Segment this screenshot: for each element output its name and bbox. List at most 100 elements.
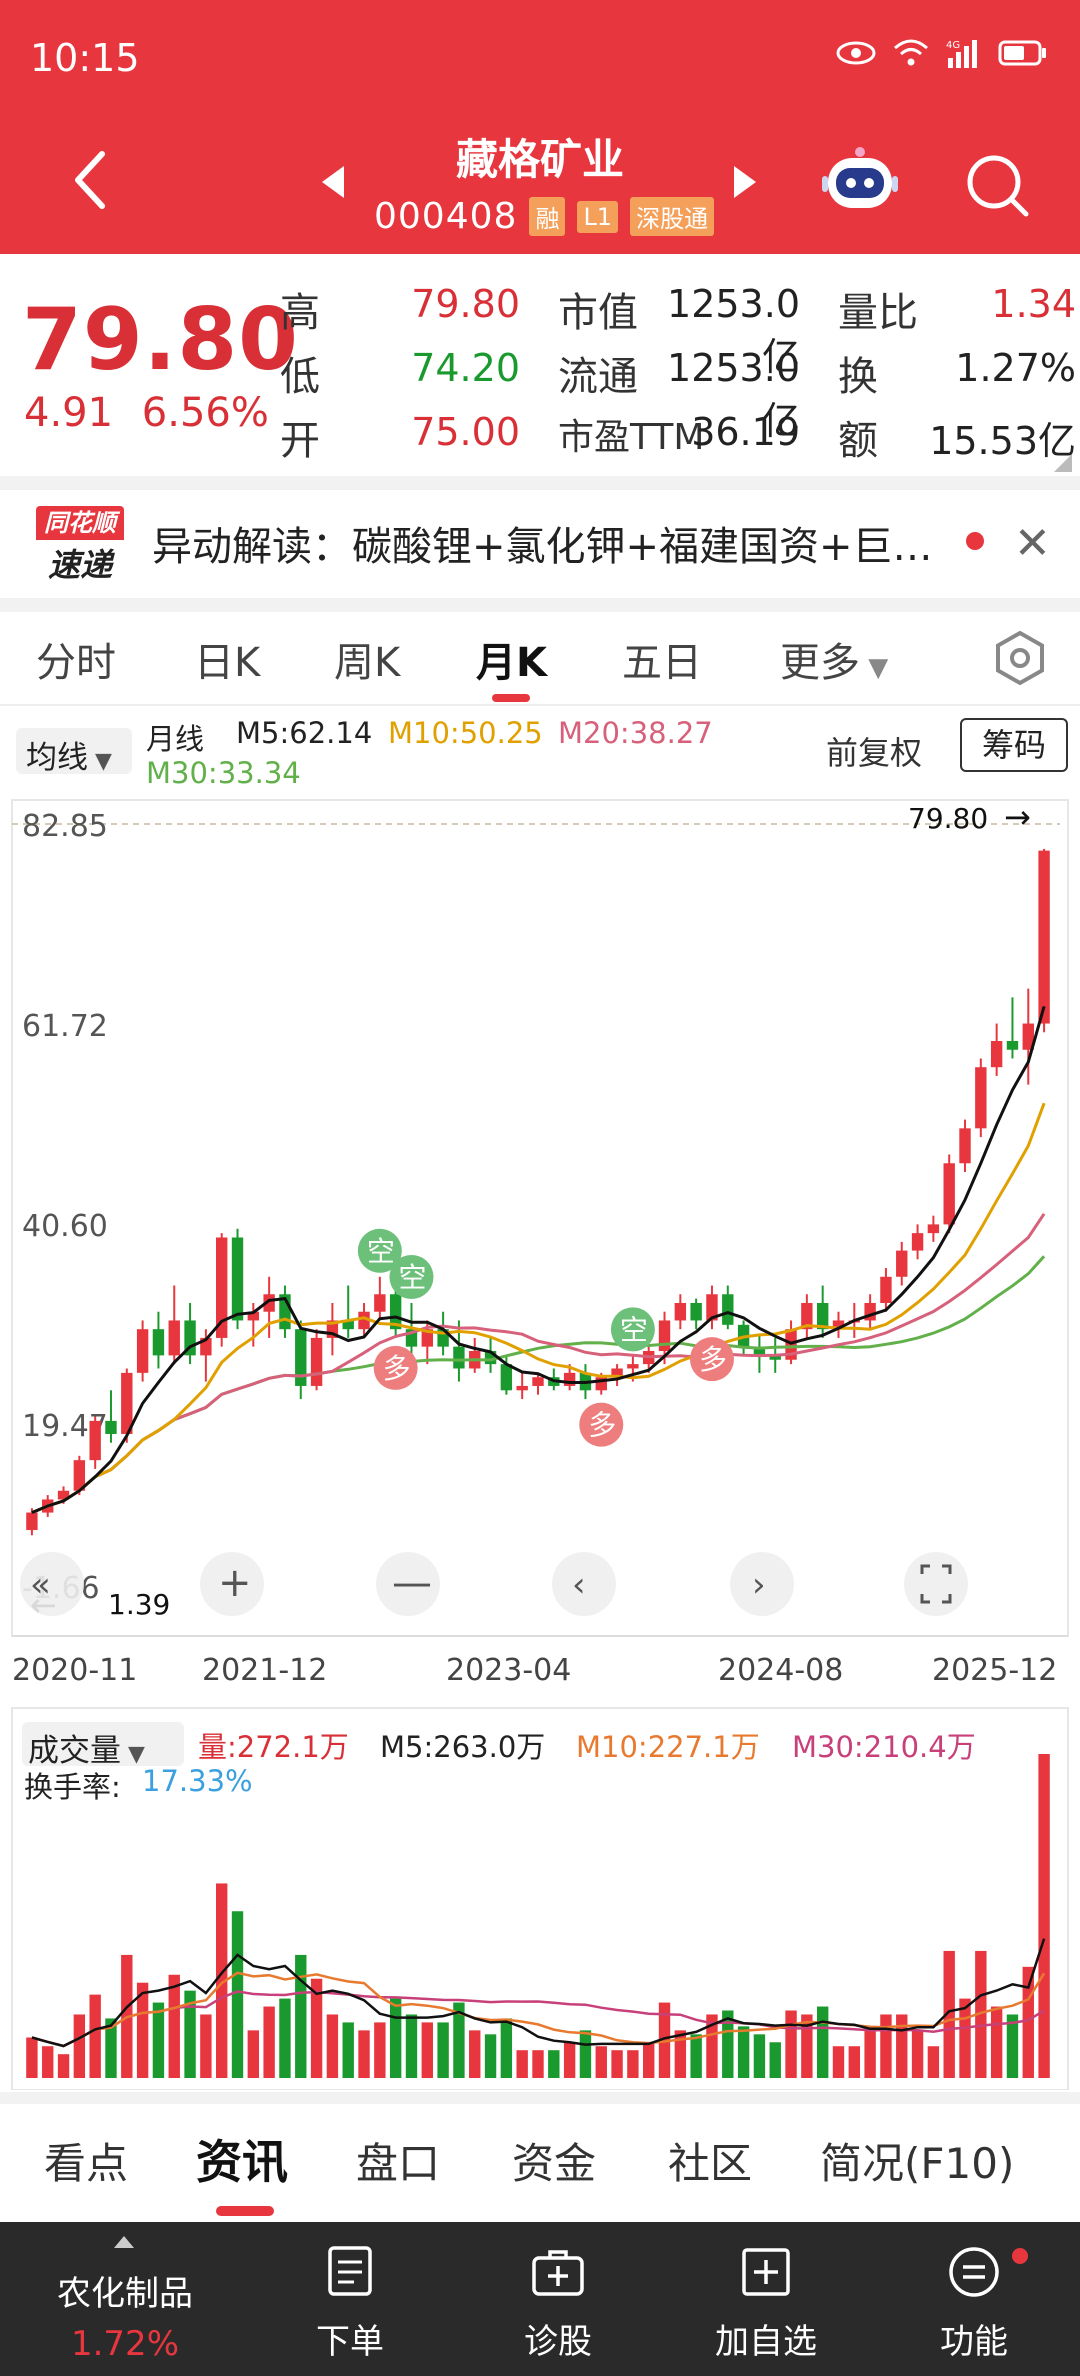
short-signal-marker[interactable] — [357, 1228, 402, 1273]
sector-change: 1.72% — [70, 2324, 179, 2364]
diagnose-stock-label: 诊股 — [524, 2322, 592, 2362]
diagnose-stock-button[interactable]: 诊股 — [478, 2222, 638, 2376]
candle-body — [1022, 1023, 1034, 1050]
scroll-right-button[interactable] — [730, 1552, 794, 1616]
next-stock-arrow[interactable] — [734, 166, 756, 198]
tab-community[interactable]: 社区 — [668, 2139, 753, 2188]
volume-bar — [737, 2026, 750, 2078]
notification-dot — [1012, 2248, 1028, 2264]
volume-bar — [374, 2022, 386, 2078]
place-order-button[interactable]: 下单 — [270, 2222, 430, 2376]
zoom-out-button[interactable] — [376, 1552, 440, 1616]
y-tick-label: 40.60 — [22, 1209, 108, 1244]
m20-line — [31, 1212, 1046, 1514]
volume-bar — [722, 2010, 734, 2078]
candle-body — [231, 1237, 244, 1321]
market-cap-value: 1253.0亿 — [667, 282, 800, 379]
candle-body — [990, 1041, 1003, 1068]
volume-bar — [389, 1998, 402, 2078]
candle-body — [832, 1320, 845, 1330]
chip-distribution-button[interactable]: 筹码 — [960, 718, 1068, 772]
volume-select[interactable]: 成交量 ▼ — [22, 1722, 184, 1769]
long-signal-marker[interactable] — [579, 1402, 624, 1447]
zoom-in-button[interactable] — [200, 1552, 264, 1616]
tab-intraday[interactable]: 分时 — [36, 640, 116, 686]
kline-chart[interactable]: 82.85 61.72 40.60 19.47 -1.66 79.80 → ← … — [0, 790, 1080, 1690]
volume-bar — [990, 2006, 1003, 2078]
back-button[interactable] — [62, 140, 122, 220]
min-price-label: 1.39 — [108, 1588, 170, 1621]
volume-bar — [215, 1883, 228, 2078]
add-square-icon — [742, 2248, 790, 2296]
candle-body — [437, 1329, 449, 1347]
candle-body — [342, 1320, 354, 1330]
volume-bar — [706, 2014, 718, 2078]
expand-corner-icon[interactable] — [1054, 454, 1072, 472]
short-signal-marker[interactable] — [389, 1254, 434, 1299]
volume-bar — [943, 1950, 955, 2078]
candle-body — [880, 1276, 892, 1303]
sector-button[interactable]: 农化制品 1.72% — [0, 2222, 250, 2376]
prev-stock-arrow[interactable] — [322, 166, 344, 198]
divider — [0, 2092, 1080, 2104]
long-signal-marker[interactable] — [689, 1337, 734, 1382]
network-label: 4G — [946, 40, 960, 51]
active-tab-indicator — [492, 694, 530, 702]
tab-news[interactable]: 资讯 — [196, 2135, 288, 2189]
cycle-label: 月线 — [146, 722, 205, 756]
volume-bar — [184, 1990, 196, 2078]
volume-bar — [57, 2054, 70, 2078]
candle-body — [611, 1368, 623, 1378]
robot-assistant-icon[interactable] — [822, 146, 898, 212]
stock-meta: 000408 融 L1 深股通 — [374, 196, 715, 237]
candle-body — [326, 1320, 339, 1338]
change-value: 4.91 — [24, 390, 114, 436]
short-signal-marker[interactable] — [610, 1307, 655, 1352]
tab-monthly-k[interactable]: 月K — [476, 640, 547, 686]
candle-body — [484, 1351, 497, 1365]
volume-bar — [1022, 1966, 1034, 2078]
volume-bar — [358, 2030, 370, 2078]
candle-body — [215, 1237, 228, 1338]
volume-chart[interactable] — [0, 1700, 1080, 2090]
long-signal-marker[interactable] — [373, 1345, 418, 1390]
ma-select[interactable]: 均线 ▼ — [16, 728, 132, 776]
tab-order-book[interactable]: 盘口 — [356, 2139, 441, 2188]
settings-hexagon-icon[interactable] — [992, 630, 1048, 686]
candle-body — [295, 1329, 307, 1386]
candle-body — [911, 1233, 924, 1251]
float-cap-value: 1253.0亿 — [667, 346, 800, 443]
close-icon[interactable]: ✕ — [1014, 518, 1051, 569]
volume-bar — [437, 2022, 449, 2078]
add-watchlist-button[interactable]: 加自选 — [686, 2222, 846, 2376]
news-headline[interactable]: 异动解读：碳酸锂+氯化钾+福建国资+巨… — [152, 524, 933, 570]
volume-bar — [310, 1978, 323, 2078]
volume-bar — [611, 2050, 623, 2078]
market-cap-label: 市值 — [558, 290, 638, 336]
tab-weekly-k[interactable]: 周K — [334, 640, 401, 686]
candle-body — [405, 1329, 418, 1347]
tab-daily-k[interactable]: 日K — [194, 640, 261, 686]
caret-up-icon — [114, 2236, 134, 2248]
functions-button[interactable]: 功能 — [894, 2222, 1054, 2376]
volume-bar — [579, 2030, 592, 2078]
tab-more[interactable]: 更多 ▼ — [780, 630, 888, 688]
volume-bar — [247, 2030, 260, 2078]
scroll-left-button[interactable] — [552, 1552, 616, 1616]
functions-label: 功能 — [940, 2322, 1008, 2362]
signal-marker-label: 多 — [383, 1352, 411, 1385]
scroll-left-fast-button[interactable] — [20, 1552, 84, 1616]
signal-marker-label: 空 — [398, 1261, 426, 1294]
candle-body — [532, 1377, 544, 1386]
tab-f10[interactable]: 简况(F10) — [820, 2139, 1015, 2188]
volume-bar — [595, 2046, 607, 2078]
volume-bar — [469, 2030, 481, 2078]
tab-highlights[interactable]: 看点 — [44, 2139, 129, 2188]
tab-capital-flow[interactable]: 资金 — [512, 2139, 597, 2188]
fullscreen-button[interactable] — [904, 1552, 968, 1616]
amount-label: 额 — [838, 418, 878, 464]
adjust-mode-button[interactable]: 前复权 — [826, 734, 923, 772]
tab-five-day[interactable]: 五日 — [622, 640, 702, 686]
search-icon[interactable] — [962, 150, 1032, 220]
y-tick-label: 61.72 — [22, 1009, 108, 1044]
